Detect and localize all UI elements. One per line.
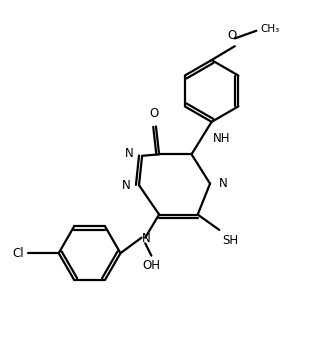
Text: Cl: Cl bbox=[12, 247, 24, 260]
Text: N: N bbox=[219, 177, 227, 190]
Text: SH: SH bbox=[222, 234, 238, 247]
Text: N: N bbox=[122, 179, 130, 192]
Text: N: N bbox=[142, 232, 151, 245]
Text: O: O bbox=[228, 29, 237, 43]
Text: OH: OH bbox=[142, 259, 160, 272]
Text: N: N bbox=[125, 147, 134, 160]
Text: O: O bbox=[150, 107, 159, 120]
Text: CH₃: CH₃ bbox=[260, 24, 279, 34]
Text: NH: NH bbox=[213, 132, 231, 145]
